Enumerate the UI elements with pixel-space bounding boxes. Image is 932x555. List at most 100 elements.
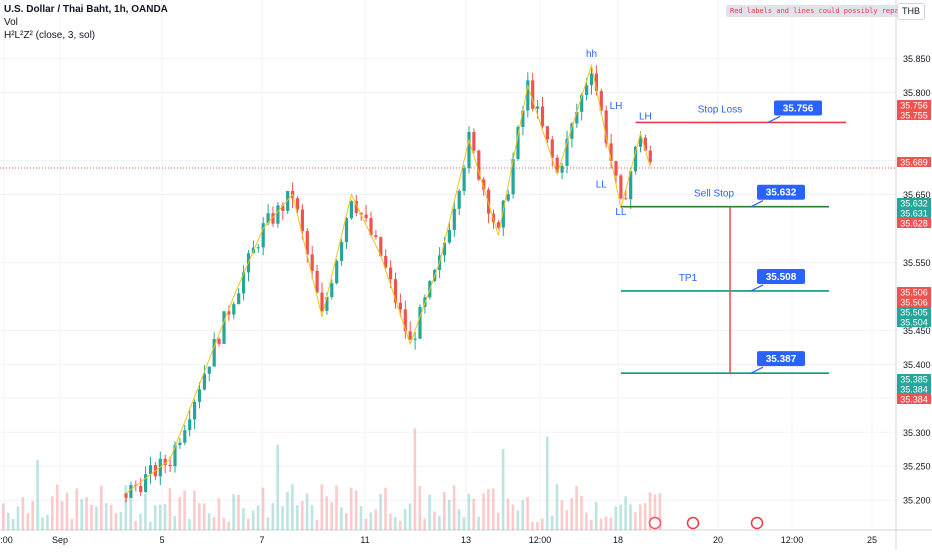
price-tag <box>897 384 931 394</box>
level-name: Stop Loss <box>698 104 742 115</box>
price-tag-label: 35.384 <box>900 395 928 405</box>
candle-body <box>599 91 603 111</box>
volume-bar <box>65 492 69 530</box>
volume-bar <box>575 485 578 530</box>
currency-button[interactable]: THB <box>897 3 925 20</box>
volume-bar <box>207 513 211 530</box>
volume-bar <box>389 513 392 530</box>
candle-body <box>379 237 383 256</box>
volume-bar <box>320 484 324 530</box>
volume-bar <box>217 498 221 530</box>
volume-bar <box>531 521 534 530</box>
price-tag-label: 35.755 <box>900 111 928 121</box>
candle-body <box>384 255 388 268</box>
volume-bar <box>648 492 652 530</box>
volume-bar <box>21 497 25 530</box>
volume-bar <box>443 491 446 530</box>
candle-body <box>452 208 456 230</box>
volume-bar <box>212 516 216 530</box>
volume-bar <box>276 444 279 530</box>
volume-bar <box>345 513 348 530</box>
volume-bar <box>90 504 93 530</box>
candle-body <box>403 309 407 332</box>
x-tick-label: Sep <box>52 535 68 545</box>
candle-body <box>648 150 652 162</box>
volume-bar <box>178 496 181 530</box>
swing-label: LH <box>639 112 652 123</box>
volume-bar <box>188 518 191 530</box>
volume-bar <box>315 520 319 530</box>
price-tag <box>897 208 931 218</box>
volume-bar <box>158 504 162 530</box>
candle-body <box>217 339 221 344</box>
candle-body <box>609 143 613 162</box>
volume-bar <box>653 494 657 530</box>
callout-pointer <box>750 200 764 208</box>
volume-bar <box>447 499 451 530</box>
volume-bar <box>16 506 20 530</box>
volume-bar <box>565 510 569 530</box>
candle-body <box>369 218 373 236</box>
candle-body <box>638 137 643 147</box>
level-value: 35.387 <box>766 354 797 365</box>
indicator-label[interactable]: H²L²Z² (close, 3, sol) <box>4 30 96 41</box>
candle-body <box>506 194 510 201</box>
volume-bar <box>271 503 275 530</box>
candle-body <box>227 311 231 315</box>
volume-label[interactable]: Vol <box>4 17 18 28</box>
volume-bar <box>359 506 363 530</box>
volume-bar <box>100 485 103 530</box>
candle-body <box>266 213 270 224</box>
candle-body <box>340 242 344 261</box>
volume-bar <box>418 486 422 530</box>
candle-body <box>183 430 187 443</box>
volume-bar <box>614 506 618 530</box>
volume-bar <box>634 512 637 530</box>
candle-body <box>305 231 309 255</box>
volume-bar <box>643 503 647 530</box>
volume-bar <box>261 487 265 530</box>
volume-bar <box>242 508 245 530</box>
volume-bar <box>286 492 289 530</box>
candle-body <box>222 311 226 344</box>
candle-body <box>354 201 358 213</box>
volume-bar <box>487 489 490 530</box>
volume-bar <box>80 499 83 530</box>
volume-bar <box>6 512 10 530</box>
x-tick-label: 11 <box>360 535 369 545</box>
candle-body <box>320 292 324 311</box>
candle-body <box>364 214 368 219</box>
volume-bar <box>585 512 588 530</box>
price-tag-label: 35.628 <box>900 219 928 229</box>
candle-body <box>536 106 540 109</box>
volume-bar <box>536 521 539 530</box>
event-icon <box>648 516 662 530</box>
volume-bar <box>305 493 309 530</box>
symbol-title[interactable]: U.S. Dollar / Thai Baht, 1h, OANDA <box>4 4 168 15</box>
volume-bar <box>521 500 524 530</box>
level-callout <box>757 268 805 284</box>
candle-body <box>643 137 647 151</box>
callout-pointer <box>750 284 764 292</box>
volume-bar <box>413 428 417 530</box>
candle-body <box>139 485 143 492</box>
volume-bar <box>541 518 544 530</box>
volume-bar <box>41 517 44 530</box>
volume-bar <box>114 513 118 530</box>
volume-bar <box>501 448 505 530</box>
volume-bar <box>291 484 294 530</box>
volume-bar <box>379 493 382 530</box>
candle-body <box>178 442 182 446</box>
candle-body <box>604 110 608 144</box>
price-tag-label: 35.632 <box>900 199 928 209</box>
candle-body <box>531 80 535 109</box>
volume-bar <box>467 493 471 530</box>
candle-body <box>315 270 319 293</box>
candle-body <box>477 150 481 180</box>
volume-bar <box>330 501 333 530</box>
volume-bar <box>408 503 412 530</box>
volume-bar <box>36 460 39 530</box>
volume-bar <box>251 510 255 530</box>
